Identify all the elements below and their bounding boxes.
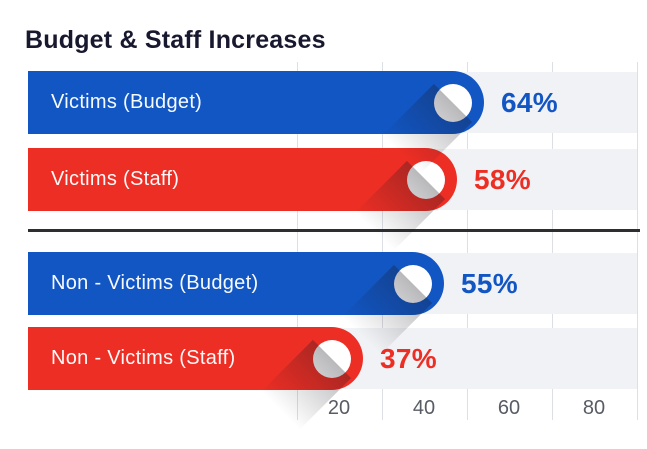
x-axis-tick-label: 80 — [582, 397, 606, 419]
group-divider-line — [28, 229, 640, 232]
bar-category-label: Victims (Staff) — [51, 168, 180, 190]
bar-category-label: Non - Victims (Budget) — [51, 272, 259, 294]
bar-value-label: 37% — [380, 342, 437, 374]
gridline — [297, 62, 298, 420]
x-axis-tick-label: 60 — [497, 397, 521, 419]
bar-nonvictims-budget: Non - Victims (Budget) — [28, 252, 444, 315]
gridline — [382, 62, 383, 420]
x-axis-tick-label: 20 — [327, 397, 351, 419]
bar-end-circle — [394, 264, 432, 303]
bar-category-label: Non - Victims (Staff) — [51, 347, 236, 369]
bar-row-nonvictims-budget: Non - Victims (Budget) 55% — [28, 252, 647, 364]
gridline — [637, 62, 638, 420]
bar-category-label: Victims (Budget) — [51, 91, 203, 113]
bar-value-label: 55% — [461, 267, 518, 299]
bar-row-nonvictims-staff: Non - Victims (Staff) 37% — [28, 327, 647, 439]
bar-value-label: 58% — [474, 163, 531, 195]
chart-title: Budget & Staff Increases — [25, 26, 326, 54]
bar-victims-staff: Victims (Staff) — [28, 148, 457, 211]
gridline — [552, 62, 553, 420]
bar-nonvictims-staff: Non - Victims (Staff) — [28, 327, 363, 390]
bar-end-circle — [407, 160, 445, 199]
x-axis-tick-label: 40 — [412, 397, 436, 419]
bar-victims-budget: Victims (Budget) — [28, 71, 484, 134]
bar-end-circle — [313, 339, 351, 378]
bar-row-victims-budget: Victims (Budget) 64% — [28, 71, 647, 183]
bar-value-label: 64% — [501, 86, 558, 118]
bar-row-victims-staff: Victims (Staff) 58% — [28, 148, 647, 260]
gridline — [467, 62, 468, 420]
bar-end-circle — [434, 83, 472, 122]
